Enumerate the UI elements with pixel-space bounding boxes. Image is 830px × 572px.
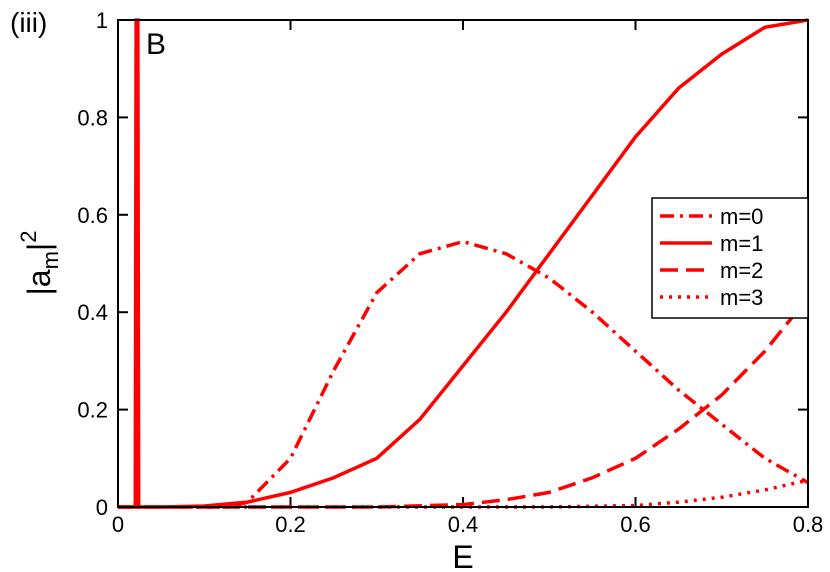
- y-tick-label: 0.4: [77, 300, 108, 325]
- legend-label: m=3: [720, 285, 763, 310]
- y-label-sub: m: [38, 251, 63, 269]
- x-tick-label: 0.8: [793, 512, 824, 537]
- y-axis-label-text: |am|2: [16, 231, 63, 296]
- y-tick-label: 0.8: [77, 105, 108, 130]
- line-series: [118, 478, 809, 509]
- line-series: [118, 296, 810, 509]
- legend-label: m=0: [720, 204, 763, 229]
- x-tick-label: 0.2: [275, 512, 306, 537]
- y-tick-label: 0: [96, 495, 108, 520]
- line-series: [118, 239, 809, 509]
- y-axis-label: |am|2: [16, 231, 63, 296]
- y-label-sup: 2: [16, 231, 41, 243]
- y-tick-label: 0.2: [77, 398, 108, 423]
- line-series: [118, 18, 809, 509]
- y-tick-label: 1: [96, 8, 108, 33]
- x-axis-label: E: [452, 539, 473, 572]
- x-tick-label: 0.4: [448, 512, 479, 537]
- legend-label: m=2: [720, 258, 763, 283]
- x-tick-label: 0: [112, 512, 124, 537]
- panel-label: (iii): [10, 7, 47, 38]
- y-label-base: |a: [21, 269, 57, 295]
- x-tick-label: 0.6: [620, 512, 651, 537]
- y-tick-label: 0.6: [77, 203, 108, 228]
- legend-label: m=1: [720, 231, 763, 256]
- y-label-close: |: [21, 243, 57, 251]
- annotation: B: [146, 28, 166, 61]
